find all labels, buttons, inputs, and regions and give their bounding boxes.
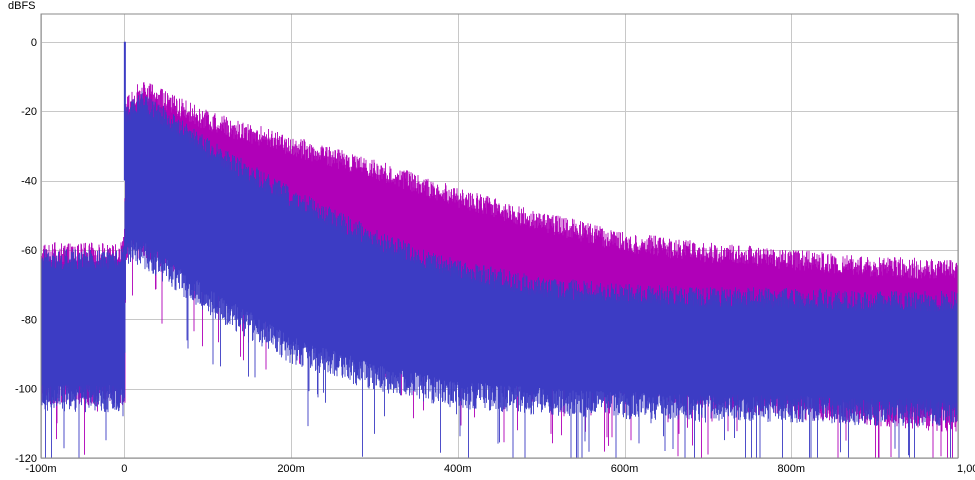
y-tick-label: -120: [15, 453, 37, 465]
y-tick-label: 0: [31, 37, 37, 49]
x-tick-label: 800m: [778, 463, 806, 475]
y-tick-label: -80: [21, 314, 37, 326]
x-tick-label: -100m: [25, 463, 56, 475]
x-tick-label: 200m: [277, 463, 305, 475]
x-tick-label: 0: [121, 463, 127, 475]
y-tick-label: -40: [21, 176, 37, 188]
plot-frame: [40, 13, 959, 459]
x-tick-label: 400m: [444, 463, 472, 475]
x-tick-label: 1,00 s: [957, 463, 975, 475]
y-axis-unit-label: dBFS: [8, 0, 36, 12]
series-trace-1: [41, 91, 958, 458]
y-tick-label: -60: [21, 245, 37, 257]
y-tick-label: -20: [21, 106, 37, 118]
x-tick-label: 600m: [611, 463, 639, 475]
tick-labels: -100m 0 200m 400m 600m 800m 1,00 s 0 -20 -40 -60 -8…: [15, 37, 975, 475]
y-tick-label: -100: [15, 384, 37, 396]
series-group: [41, 41, 958, 458]
